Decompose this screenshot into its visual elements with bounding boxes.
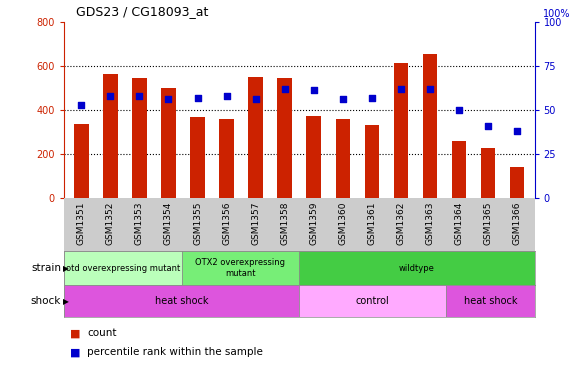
Point [396, 86, 406, 92]
Point [338, 96, 347, 102]
Bar [446, 285, 535, 317]
Bar [162, 88, 176, 198]
Bar [278, 78, 292, 198]
Bar [365, 125, 379, 198]
Bar [481, 147, 495, 198]
Text: GSM1355: GSM1355 [193, 202, 202, 245]
Text: 100%: 100% [543, 9, 571, 19]
Point [367, 94, 376, 100]
Text: GSM1351: GSM1351 [77, 202, 86, 245]
Point [77, 102, 86, 108]
Bar [423, 54, 437, 198]
Text: strain: strain [31, 263, 61, 273]
Point [280, 86, 289, 92]
Text: otd overexpressing mutant: otd overexpressing mutant [66, 264, 180, 273]
Text: heat shock: heat shock [464, 296, 517, 306]
Text: OTX2 overexpressing
mutant: OTX2 overexpressing mutant [195, 258, 285, 278]
Point [193, 94, 202, 100]
Text: GSM1358: GSM1358 [280, 202, 289, 245]
Text: GSM1352: GSM1352 [106, 202, 115, 245]
Bar [103, 74, 117, 198]
Point [135, 93, 144, 99]
Bar [336, 119, 350, 198]
Point [106, 93, 115, 99]
Point [222, 93, 231, 99]
Point [251, 96, 260, 102]
Text: GSM1361: GSM1361 [367, 202, 376, 245]
Bar [181, 251, 299, 285]
Bar [132, 78, 147, 198]
Text: GSM1363: GSM1363 [425, 202, 435, 245]
Bar [299, 251, 535, 285]
Text: GSM1357: GSM1357 [251, 202, 260, 245]
Point [164, 96, 173, 102]
Text: GDS23 / CG18093_at: GDS23 / CG18093_at [76, 5, 208, 18]
Text: ▶: ▶ [63, 264, 69, 273]
Point [425, 86, 435, 92]
Text: wildtype: wildtype [399, 264, 435, 273]
Bar [394, 63, 408, 198]
Bar [64, 251, 181, 285]
Bar [74, 124, 89, 198]
Bar [249, 77, 263, 198]
Point [483, 123, 493, 128]
Bar [452, 141, 466, 198]
Text: GSM1365: GSM1365 [483, 202, 493, 245]
Text: GSM1359: GSM1359 [309, 202, 318, 245]
Text: GSM1354: GSM1354 [164, 202, 173, 245]
Text: ■: ■ [70, 347, 80, 357]
Bar [191, 117, 205, 198]
Point [309, 87, 318, 93]
Bar [299, 285, 446, 317]
Text: count: count [87, 328, 117, 338]
Text: GSM1366: GSM1366 [512, 202, 522, 245]
Text: heat shock: heat shock [155, 296, 209, 306]
Text: percentile rank within the sample: percentile rank within the sample [87, 347, 263, 357]
Bar [307, 116, 321, 198]
Bar [64, 285, 299, 317]
Text: shock: shock [31, 296, 61, 306]
Text: control: control [356, 296, 390, 306]
Point [512, 128, 522, 134]
Bar [220, 119, 234, 198]
Text: GSM1353: GSM1353 [135, 202, 144, 245]
Text: ■: ■ [70, 328, 80, 338]
Point [454, 107, 464, 113]
Text: GSM1360: GSM1360 [338, 202, 347, 245]
Text: GSM1362: GSM1362 [396, 202, 406, 245]
Bar [510, 167, 524, 198]
Text: ▶: ▶ [63, 296, 69, 306]
Text: GSM1364: GSM1364 [454, 202, 464, 245]
Text: GSM1356: GSM1356 [222, 202, 231, 245]
